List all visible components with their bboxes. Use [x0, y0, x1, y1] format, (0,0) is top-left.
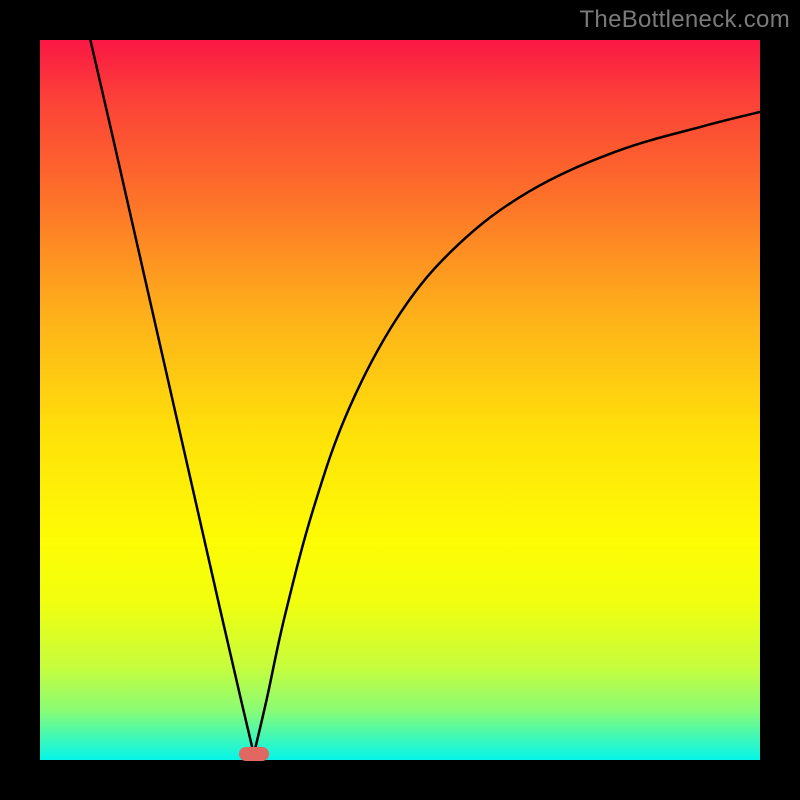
curve-left-branch: [90, 40, 253, 754]
figure: TheBottleneck.com: [0, 0, 800, 800]
watermark-text: TheBottleneck.com: [579, 6, 790, 34]
dip-marker: [239, 747, 269, 761]
bottleneck-curve: [40, 40, 760, 760]
curve-right-branch: [254, 112, 760, 754]
